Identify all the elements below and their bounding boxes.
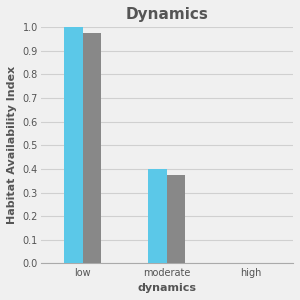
Y-axis label: Habitat Availability Index: Habitat Availability Index: [7, 66, 17, 224]
Bar: [167, 175, 185, 263]
Bar: [148, 169, 167, 263]
Bar: [83, 33, 101, 263]
Title: Dynamics: Dynamics: [125, 7, 208, 22]
X-axis label: dynamics: dynamics: [137, 283, 196, 293]
Bar: [64, 27, 83, 263]
